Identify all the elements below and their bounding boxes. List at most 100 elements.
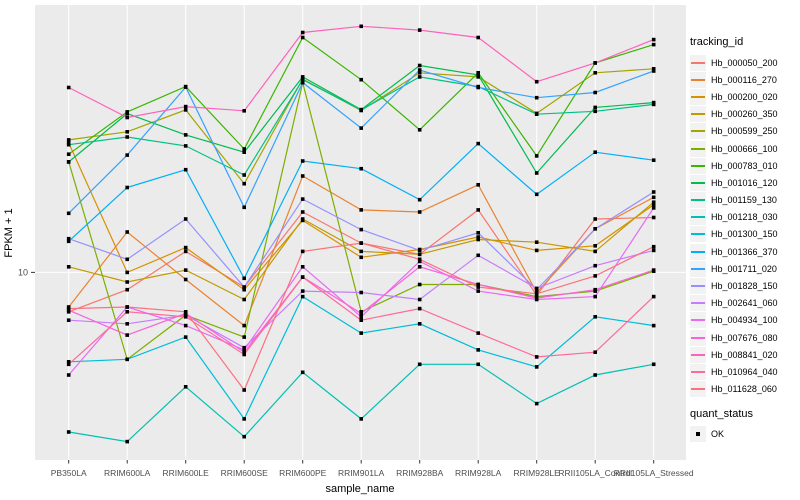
point-marker (534, 355, 539, 359)
legend-item: Hb_001016_120 (690, 174, 800, 191)
point-marker (66, 211, 71, 216)
legend-item-label: Hb_000200_020 (711, 91, 778, 102)
point-marker (476, 208, 480, 212)
legend-item-label: Hb_001159_130 (711, 195, 777, 206)
x-tick-label: RRIM600LE (163, 468, 210, 478)
point-marker (359, 126, 363, 130)
x-tick-label: PB350LA (51, 468, 87, 478)
point-marker (125, 287, 129, 292)
point-marker (66, 236, 71, 241)
point-marker (242, 323, 246, 328)
legend-key (690, 192, 706, 209)
point-marker (476, 85, 480, 90)
legend-item: Hb_000783_010 (690, 157, 800, 174)
point-marker (593, 244, 597, 248)
point-marker (476, 348, 480, 352)
legend-key (690, 54, 706, 71)
legend-swatch-line-icon (691, 164, 705, 167)
point-marker (125, 357, 129, 362)
point-marker (125, 280, 129, 284)
legend-item-label: Hb_000783_010 (711, 160, 778, 171)
point-marker (300, 217, 305, 221)
legend-item-label: Hb_007676_080 (711, 332, 778, 343)
legend-item: Hb_001300_150 (690, 226, 800, 243)
legend-key (690, 346, 706, 363)
point-marker (125, 439, 129, 444)
legend-key (690, 88, 706, 105)
x-tick-label: RRIM928LE (514, 468, 561, 478)
legend-key (690, 243, 706, 260)
legend-item: Hb_000200_020 (690, 88, 800, 105)
point-marker (593, 294, 597, 299)
point-marker (183, 85, 188, 89)
legend-swatch-line-icon (691, 285, 705, 288)
point-marker (417, 197, 422, 202)
point-marker (651, 42, 656, 47)
legend-key (690, 381, 706, 398)
legend-item-label: Hb_001711_020 (711, 263, 777, 274)
legend-swatch-line-icon (691, 267, 705, 270)
point-marker (300, 80, 305, 85)
legend-key (690, 312, 706, 329)
point-marker (359, 255, 363, 260)
point-marker (66, 85, 71, 90)
point-marker (183, 245, 188, 250)
point-marker (183, 277, 188, 282)
point-marker (66, 360, 71, 364)
legend-swatch-line-icon (691, 113, 705, 116)
point-marker (476, 362, 480, 367)
legend-item: Hb_001159_130 (690, 192, 800, 209)
legend-item-label: Hb_010964_040 (711, 366, 778, 377)
point-marker (593, 227, 597, 231)
legend-swatch-line-icon (691, 216, 705, 219)
point-marker (300, 30, 305, 35)
legend-item-label: Hb_001366_370 (711, 246, 778, 257)
point-marker (300, 174, 305, 178)
legend-swatch-line-icon (691, 199, 705, 202)
point-marker (651, 69, 656, 73)
point-marker (593, 315, 597, 319)
legend-key (690, 295, 706, 312)
point-marker (125, 130, 129, 134)
legend-item-label: Hb_000666_100 (711, 143, 778, 154)
point-marker (183, 268, 188, 272)
y-axis-title: FPKM + 1 (3, 208, 15, 257)
point-marker (417, 75, 422, 79)
legend-item-label: Hb_000050_200 (711, 57, 778, 68)
legend-swatch-line-icon (691, 233, 705, 236)
point-marker (242, 335, 246, 339)
legend-item: Hb_000260_350 (690, 106, 800, 123)
point-marker (300, 35, 305, 40)
legend-key (690, 106, 706, 123)
point-marker (651, 102, 656, 107)
point-marker (534, 171, 539, 175)
point-marker (417, 322, 422, 326)
legend-swatch-line-icon (691, 147, 705, 150)
point-marker (651, 323, 656, 328)
point-marker (476, 141, 480, 146)
point-marker (66, 152, 71, 156)
legend-key (690, 157, 706, 174)
point-marker (476, 231, 480, 235)
point-marker (183, 108, 188, 112)
point-marker (476, 253, 480, 258)
point-marker (534, 248, 539, 253)
point-marker (183, 217, 188, 221)
point-marker (359, 318, 363, 322)
point-marker (359, 227, 363, 232)
legend-item: Hb_000599_250 (690, 123, 800, 140)
point-marker (651, 268, 656, 272)
point-marker (476, 282, 480, 287)
point-marker (476, 331, 480, 335)
legend-title-quant-status: quant_status (690, 407, 753, 420)
point-marker (651, 362, 656, 367)
point-marker (417, 71, 422, 75)
point-marker (125, 257, 129, 262)
point-marker (359, 24, 363, 29)
point-marker (125, 310, 129, 314)
point-marker (359, 249, 363, 254)
legend-key (690, 174, 706, 191)
point-marker (66, 160, 71, 164)
point-marker (534, 296, 539, 300)
